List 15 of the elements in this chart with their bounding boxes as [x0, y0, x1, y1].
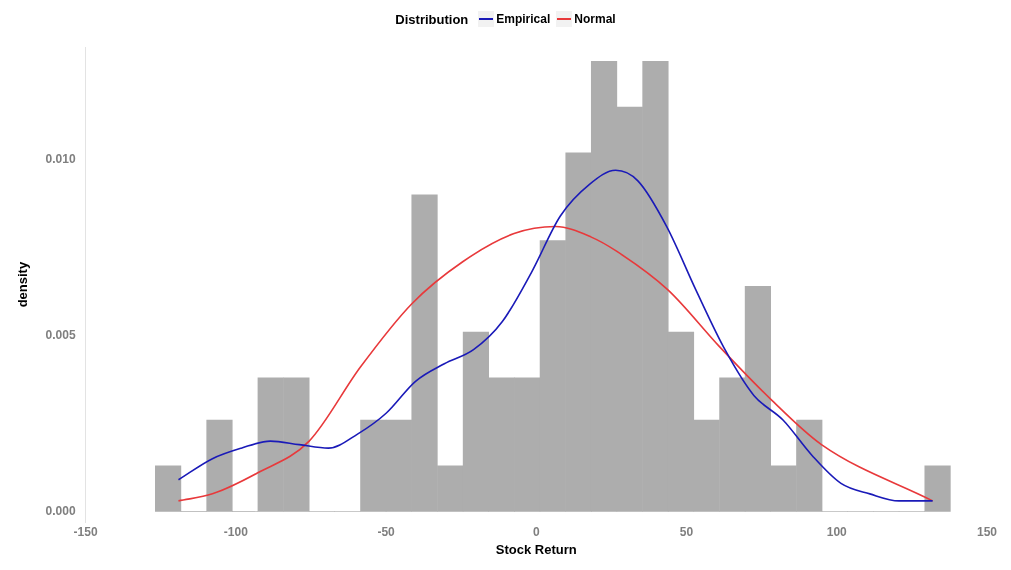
y-tick-label: 0.005 — [45, 327, 76, 342]
legend-label: Empirical — [496, 12, 551, 26]
x-tick-label: 100 — [826, 524, 848, 539]
y-tick-label: 0.000 — [45, 503, 76, 518]
x-tick-label: 150 — [976, 524, 998, 539]
y-axis-title: density — [15, 261, 31, 308]
x-tick-label: 0 — [532, 524, 540, 539]
legend-title: Distribution — [395, 11, 469, 27]
x-tick-label: -100 — [223, 524, 249, 539]
x-tick-label: -150 — [73, 524, 98, 539]
legend-label: Normal — [574, 12, 616, 26]
x-tick-label: 50 — [679, 524, 694, 539]
y-tick-label: 0.010 — [45, 152, 76, 167]
x-tick-label: -50 — [377, 524, 396, 539]
x-axis-title: Stock Return — [495, 541, 577, 557]
